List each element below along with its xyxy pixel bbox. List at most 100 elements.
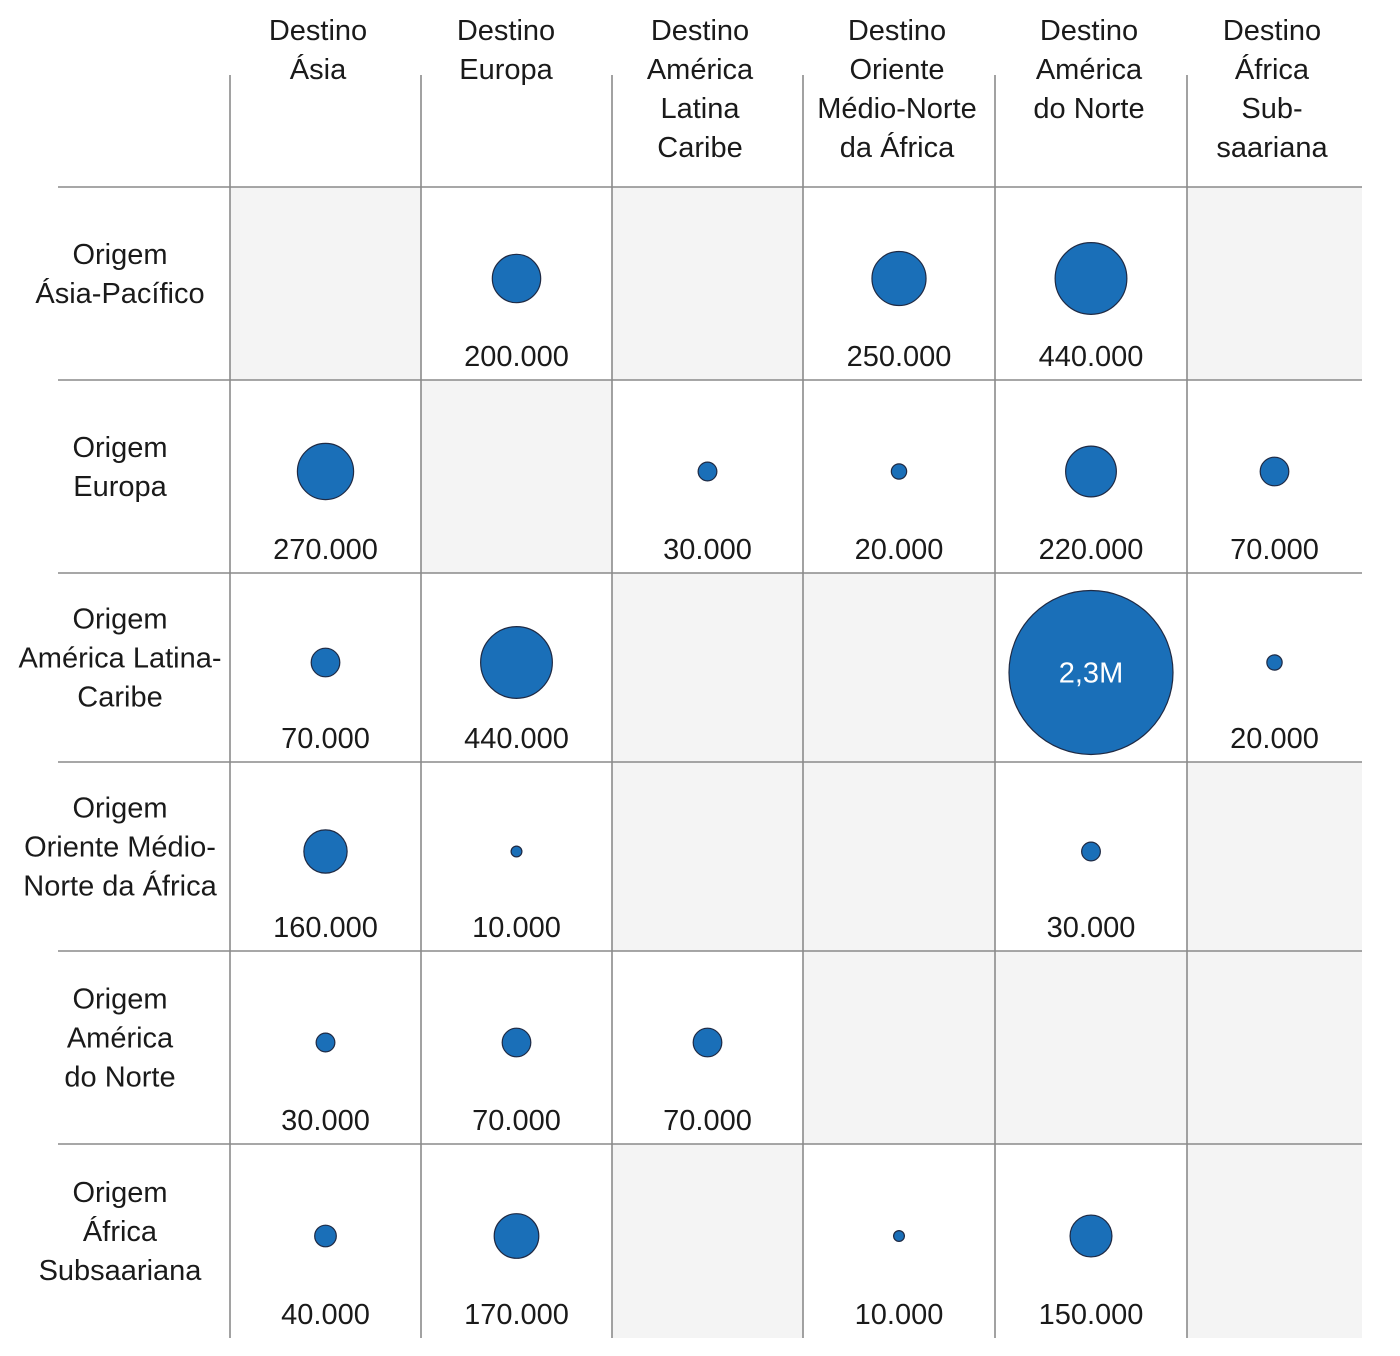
- bubble: [1069, 1214, 1113, 1258]
- value-label: 160.000: [273, 912, 378, 944]
- value-label: 30.000: [281, 1105, 370, 1137]
- row-header-line: Ásia-Pacífico: [35, 277, 204, 310]
- value-label: 440.000: [1039, 341, 1144, 373]
- row-header-line: Origem: [72, 793, 167, 825]
- row-header-line: Origem: [72, 432, 167, 464]
- shaded-cell: [803, 762, 995, 951]
- value-label: 150.000: [1039, 1299, 1144, 1331]
- value-label: 70.000: [1230, 534, 1319, 566]
- value-label: 220.000: [1039, 534, 1144, 566]
- bubble-value-label: 2,3M: [1059, 658, 1123, 690]
- column-header-line: Europa: [459, 54, 553, 86]
- shaded-cell: [612, 573, 803, 762]
- value-label: 270.000: [273, 534, 378, 566]
- column-header-line: Destino: [848, 15, 946, 47]
- row-header-line: Oriente Médio-: [24, 832, 216, 864]
- row-header-line: América Latina-: [18, 643, 221, 675]
- row-header: Origem Oriente Médio- Norte da África: [23, 793, 217, 903]
- column-header-line: da África: [840, 131, 955, 164]
- value-label: 10.000: [855, 1299, 944, 1331]
- bubble: [1259, 456, 1290, 487]
- column-header-line: Oriente: [849, 54, 944, 86]
- column-header-line: Destino: [1040, 15, 1138, 47]
- bubble: [303, 829, 348, 874]
- row-header-line: do Norte: [64, 1062, 175, 1094]
- value-label: 250.000: [847, 341, 952, 373]
- value-label: 30.000: [1047, 912, 1136, 944]
- bubble: [871, 250, 927, 307]
- column-header-line: América: [1036, 54, 1143, 86]
- column-header-line: Destino: [269, 15, 367, 47]
- row-header-line: Origem: [72, 604, 167, 636]
- bubble: [501, 1027, 532, 1058]
- bubble: [296, 442, 355, 501]
- row-header-line: África: [83, 1215, 158, 1248]
- bubble: [1054, 242, 1128, 315]
- shaded-cell: [1187, 187, 1362, 380]
- column-header-line: Médio-Norte: [817, 93, 977, 125]
- grid-lines: [58, 75, 1362, 1338]
- value-label: 10.000: [472, 912, 561, 944]
- column-headers: Destino Ásia Destino Europa Destino América La…: [269, 15, 1329, 164]
- bubble: [493, 1213, 540, 1259]
- row-header: Origem África Subsaariana: [39, 1177, 203, 1287]
- shaded-cell: [803, 573, 995, 762]
- column-header-line: Destino: [1223, 15, 1321, 47]
- row-header-line: Caribe: [77, 682, 162, 714]
- column-header-line: saariana: [1216, 132, 1328, 164]
- bubble: [892, 1229, 906, 1243]
- row-header: Origem América do Norte: [64, 984, 175, 1094]
- bubble: [1008, 589, 1174, 756]
- shaded-cell: [421, 380, 612, 573]
- bubble: [310, 647, 341, 678]
- bubble: [510, 845, 523, 858]
- row-header: Origem América Latina- Caribe: [18, 604, 221, 714]
- shaded-cell: [1187, 762, 1362, 951]
- row-header: Origem Europa: [72, 432, 167, 503]
- column-header: Destino América Latina Caribe: [647, 15, 754, 164]
- column-header-line: Caribe: [657, 132, 742, 164]
- row-header-line: Origem: [72, 984, 167, 1016]
- column-header: Destino América do Norte: [1033, 15, 1144, 125]
- bubble: [315, 1032, 336, 1053]
- bubble: [491, 253, 542, 304]
- shaded-cell: [803, 951, 995, 1144]
- shaded-cell: [612, 187, 803, 380]
- bubbles: [296, 242, 1290, 1259]
- shaded-cell: [995, 951, 1187, 1144]
- value-label: 30.000: [663, 534, 752, 566]
- value-label: 70.000: [281, 723, 370, 755]
- bubble: [697, 461, 718, 482]
- shaded-cells: [230, 187, 1362, 1338]
- value-label: 70.000: [472, 1105, 561, 1137]
- column-header-line: Sub-: [1241, 93, 1302, 125]
- shaded-cell: [1187, 951, 1362, 1144]
- row-headers: Origem Ásia-Pacífico Origem Europa Origem Amé…: [18, 239, 221, 1287]
- value-label: 20.000: [1230, 723, 1319, 755]
- bubble: [1266, 654, 1283, 671]
- column-header-line: do Norte: [1033, 93, 1144, 125]
- row-header-line: Subsaariana: [39, 1255, 203, 1287]
- column-header-line: América: [647, 54, 754, 86]
- shaded-cell: [1187, 1144, 1362, 1338]
- bubble: [1065, 445, 1117, 498]
- value-label: 200.000: [464, 341, 569, 373]
- bubble: [480, 626, 553, 699]
- value-label: 440.000: [464, 723, 569, 755]
- row-header-line: Europa: [73, 471, 167, 503]
- bubble: [890, 463, 908, 480]
- row-header: Origem Ásia-Pacífico: [35, 239, 204, 310]
- shaded-cell: [612, 1144, 803, 1338]
- row-header-line: Norte da África: [23, 870, 217, 903]
- bubble: [1081, 841, 1101, 862]
- bubble: [692, 1027, 723, 1058]
- shaded-cell: [612, 762, 803, 951]
- value-labels: 200.000 250.000 440.000 270.000 30.000 20.000…: [273, 341, 1319, 1331]
- row-header-line: América: [67, 1023, 174, 1055]
- value-label: 40.000: [281, 1299, 370, 1331]
- value-label: 70.000: [663, 1105, 752, 1137]
- column-header: Destino África Sub-saariana: [1216, 15, 1328, 164]
- value-label: 20.000: [855, 534, 944, 566]
- shaded-cell: [230, 187, 421, 380]
